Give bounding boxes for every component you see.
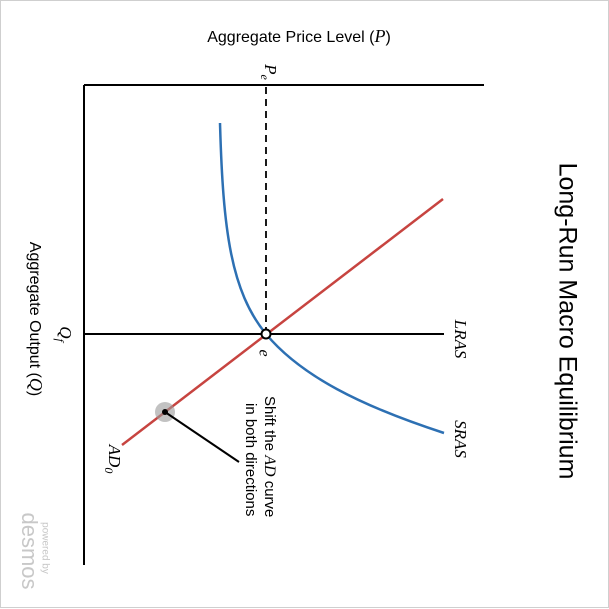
x-axis-label-var: P	[373, 26, 385, 46]
annotation-line1-start: Shift the	[261, 396, 278, 451]
equilibrium-point	[260, 328, 272, 340]
price-marker: Pe	[258, 63, 280, 80]
price-marker-sub: e	[258, 75, 272, 81]
x-axis-label: Aggregate Price Level (P)	[207, 26, 391, 46]
lras-label: LRAS	[451, 319, 470, 359]
equilibrium-label: e	[255, 349, 272, 356]
sras-curve	[218, 122, 445, 435]
annotation-line1: Shift the AD curve	[261, 396, 278, 517]
chart-title: Long-Run Macro Equilibrium	[553, 163, 581, 480]
annotation-pointer-line	[164, 411, 240, 463]
price-marker-var: P	[261, 63, 280, 74]
x-axis-label-text: Aggregate Price Level (	[207, 29, 375, 46]
ad-curve	[121, 198, 444, 446]
output-marker-var: Q	[56, 326, 75, 338]
output-marker: Qf	[53, 326, 75, 343]
output-marker-sub: f	[53, 338, 67, 343]
ad-label: AD0	[102, 444, 124, 474]
watermark-small: powered by	[39, 522, 50, 574]
ad-label-name: AD	[105, 444, 124, 468]
annotation-line1-end: curve	[261, 481, 278, 518]
y-axis-label: Aggregate Output (Q)	[26, 242, 46, 396]
ad-label-sub: 0	[102, 467, 116, 473]
watermark-large: desmos	[17, 512, 42, 589]
annotation-line2: in both directions	[242, 403, 259, 516]
sras-label: SRAS	[451, 420, 470, 458]
y-axis-label-text: Aggregate Output (	[26, 242, 43, 379]
annotation-line1-var: AD	[261, 454, 278, 477]
